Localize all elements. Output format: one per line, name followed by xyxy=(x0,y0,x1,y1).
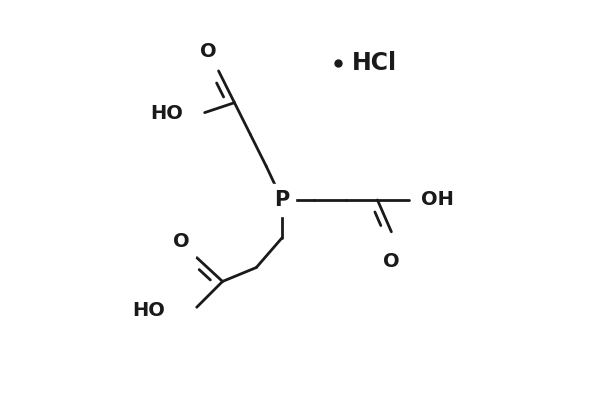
Text: O: O xyxy=(200,42,217,60)
Text: O: O xyxy=(383,252,400,271)
Text: HCl: HCl xyxy=(352,51,397,75)
Text: P: P xyxy=(275,190,290,210)
Text: OH: OH xyxy=(421,190,454,210)
Text: HO: HO xyxy=(133,301,166,320)
Text: O: O xyxy=(173,232,189,251)
Text: HO: HO xyxy=(151,104,184,123)
